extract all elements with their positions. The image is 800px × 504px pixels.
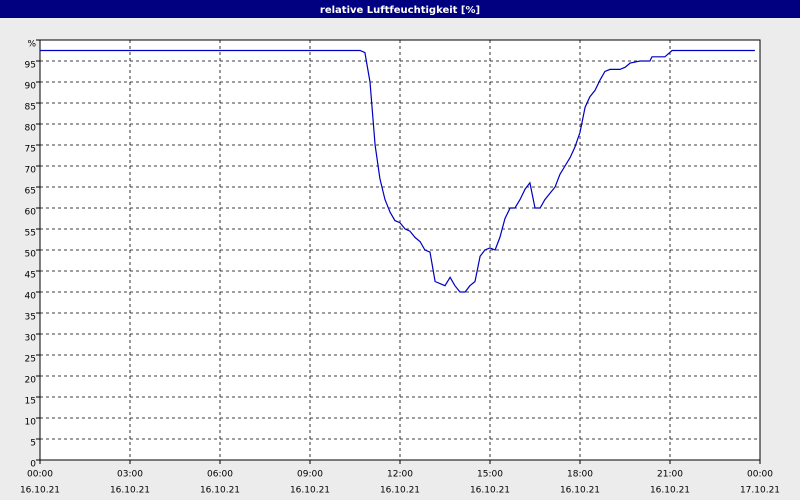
y-tick-label: 50 bbox=[25, 250, 37, 260]
y-tick-label: 95 bbox=[25, 61, 36, 71]
y-tick-label: 5 bbox=[30, 439, 36, 449]
y-tick-label: 35 bbox=[25, 313, 36, 323]
x-tick-label: 00:00 bbox=[747, 470, 773, 480]
x-tick-date: 16.10.21 bbox=[200, 486, 240, 496]
x-tick-date: 16.10.21 bbox=[20, 486, 60, 496]
y-tick-label: 55 bbox=[25, 229, 36, 239]
x-tick-date: 17.10.21 bbox=[740, 486, 780, 496]
y-tick-label: 20 bbox=[25, 376, 37, 386]
y-tick-label: 45 bbox=[25, 271, 36, 281]
y-tick-label: % bbox=[27, 40, 36, 50]
x-tick-date: 16.10.21 bbox=[650, 486, 690, 496]
y-tick-label: 15 bbox=[25, 397, 36, 407]
y-tick-label: 60 bbox=[25, 208, 37, 218]
chart-title: relative Luftfeuchtigkeit [%] bbox=[320, 5, 480, 16]
x-tick-label: 15:00 bbox=[477, 470, 503, 480]
x-tick-label: 06:00 bbox=[207, 470, 233, 480]
x-tick-label: 03:00 bbox=[117, 470, 143, 480]
x-tick-date: 16.10.21 bbox=[470, 486, 510, 496]
x-tick-date: 16.10.21 bbox=[110, 486, 150, 496]
y-tick-label: 40 bbox=[25, 292, 37, 302]
x-tick-label: 12:00 bbox=[387, 470, 413, 480]
y-tick-label: 0 bbox=[30, 460, 36, 470]
y-tick-label: 85 bbox=[25, 103, 36, 113]
y-tick-label: 65 bbox=[25, 187, 36, 197]
x-tick-label: 09:00 bbox=[297, 470, 323, 480]
x-tick-date: 16.10.21 bbox=[380, 486, 420, 496]
x-tick-date: 16.10.21 bbox=[560, 486, 600, 496]
x-tick-label: 18:00 bbox=[567, 470, 593, 480]
y-tick-label: 30 bbox=[25, 334, 37, 344]
title-bar bbox=[0, 0, 800, 18]
x-tick-label: 21:00 bbox=[657, 470, 683, 480]
x-tick-date: 16.10.21 bbox=[290, 486, 330, 496]
y-tick-label: 75 bbox=[25, 145, 36, 155]
y-tick-label: 80 bbox=[25, 124, 37, 134]
x-tick-label: 00:00 bbox=[27, 470, 53, 480]
y-tick-label: 10 bbox=[25, 418, 37, 428]
y-tick-label: 90 bbox=[25, 82, 37, 92]
y-tick-label: 70 bbox=[25, 166, 37, 176]
y-tick-label: 25 bbox=[25, 355, 36, 365]
data-line bbox=[40, 49, 755, 293]
